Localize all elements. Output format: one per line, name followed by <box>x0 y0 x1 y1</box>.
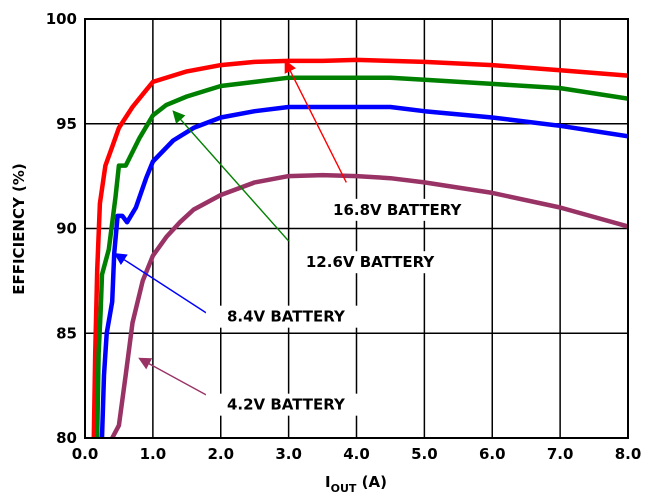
y-tick-label: 90 <box>56 220 77 238</box>
x-tick-label: 4.0 <box>343 445 370 463</box>
x-tick-label: 7.0 <box>547 445 574 463</box>
x-tick-label: 5.0 <box>411 445 438 463</box>
x-axis-title-main: I <box>325 473 331 491</box>
callout-label-1: 12.6V BATTERY <box>306 253 436 271</box>
x-tick-label: 3.0 <box>275 445 302 463</box>
x-tick-label: 1.0 <box>140 445 167 463</box>
x-tick-label: 6.0 <box>479 445 506 463</box>
callouts: 16.8V BATTERY 12.6V BATTERY 8.4V BATTERY 4.… <box>113 59 478 416</box>
callout-label-background <box>290 251 451 274</box>
callout-label-0: 16.8V BATTERY <box>333 201 463 219</box>
callout-arrow-1 <box>172 110 290 242</box>
series-layer <box>91 57 628 438</box>
callout-label-2: 8.4V BATTERY <box>227 308 346 326</box>
plot-frame <box>84 18 629 439</box>
callout-label-background <box>205 305 366 328</box>
series-line-3 <box>109 172 628 438</box>
callout-arrow-0 <box>284 59 347 183</box>
callout-label-3: 4.2V BATTERY <box>227 396 346 414</box>
grid-lines <box>85 19 628 438</box>
x-axis-title: IOUT (A) <box>325 473 387 495</box>
y-tick-label: 100 <box>46 10 77 28</box>
x-tick-label: 2.0 <box>207 445 234 463</box>
callout-label-background <box>205 393 366 416</box>
callout-label-background <box>317 198 478 221</box>
x-axis-title-unit: (A) <box>356 473 387 491</box>
series-line-2 <box>99 104 628 438</box>
callout-arrow-3 <box>138 357 217 401</box>
y-tick-label: 85 <box>56 324 77 342</box>
y-axis-title: EFFICIENCY (%) <box>10 163 28 295</box>
x-tick-label: 8.0 <box>615 445 642 463</box>
series-line-0 <box>91 57 628 438</box>
y-tick-label: 80 <box>56 429 77 447</box>
y-tick-label: 95 <box>56 115 77 133</box>
series-line-1 <box>94 75 628 438</box>
tick-labels: 0.0 1.0 2.0 3.0 4.0 5.0 6.0 7.0 8.0 80 85 90 95 100 <box>46 10 642 463</box>
x-axis-title-subscript: OUT <box>331 482 357 495</box>
callout-arrow-2 <box>113 252 209 315</box>
x-tick-label: 0.0 <box>72 445 99 463</box>
